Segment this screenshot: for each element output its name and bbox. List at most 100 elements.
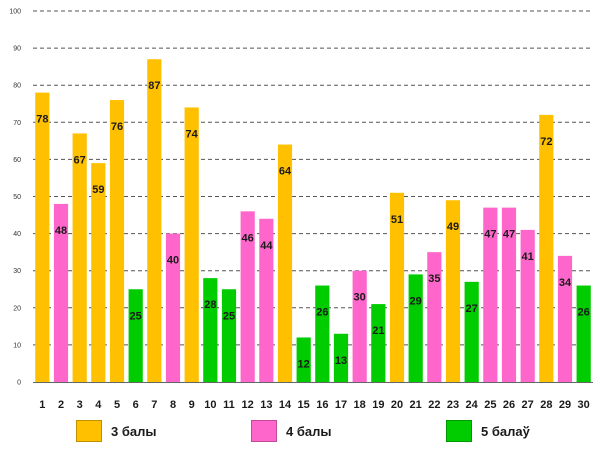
bar [128,289,143,382]
y-tick-label: 40 [13,231,21,238]
data-label: 30 [354,292,366,304]
bar [315,285,330,382]
x-tick-label: 19 [372,399,384,411]
bar [539,114,554,382]
bar [277,144,293,382]
data-label: 25 [223,310,235,322]
bar [427,252,442,382]
data-label: 44 [260,240,273,252]
y-tick-label: 20 [13,305,21,312]
bar [53,203,69,382]
legend-label-3: 3 балы [111,423,157,439]
data-label: 78 [36,114,48,126]
data-label: 47 [503,229,515,241]
x-tick-label: 30 [578,399,590,411]
x-tick-label: 17 [335,399,347,411]
bar [221,289,237,382]
legend-swatch-5 [446,420,472,442]
bar [165,233,181,382]
x-tick-label: 3 [77,399,83,411]
bar [464,281,479,382]
legend-swatch-3 [76,420,102,442]
data-label: 51 [391,214,403,226]
bar [576,285,591,382]
bar [445,200,461,382]
data-label: 40 [167,255,179,267]
bars [35,59,591,383]
x-tick-label: 8 [170,399,176,411]
y-tick-label: 10 [13,342,21,349]
gridlines [33,10,593,346]
data-label: 27 [466,303,478,315]
legend-label-4: 4 балы [286,423,332,439]
x-tick-label: 12 [242,399,254,411]
bar [333,333,349,382]
y-tick-label: 0 [17,380,21,387]
bar [259,218,274,382]
data-label: 28 [204,299,216,311]
bar [109,100,125,382]
x-tick-label: 10 [204,399,216,411]
legend-item-4: 4 балы [251,418,331,444]
y-tick-label: 60 [13,157,21,164]
bar [371,304,386,382]
bar [520,229,535,382]
data-label: 26 [578,307,590,319]
x-tick-label: 23 [447,399,459,411]
data-label: 74 [186,128,199,140]
data-labels: 78 48 67 59 76 25 87 40 74 28 25 46 44 64 12 26 13 30 21 51… [36,80,590,370]
x-tick-label: 15 [298,399,310,411]
x-tick-label: 13 [260,399,272,411]
legend-label-5: 5 балаў [481,423,530,439]
legend-item-5: 5 балаў [446,418,530,444]
x-tick-label: 1 [39,399,45,411]
bar [203,278,218,382]
data-label: 59 [92,184,104,196]
bar [389,192,405,382]
legend-swatch-4 [251,420,277,442]
bar [184,107,199,383]
data-label: 35 [428,273,440,285]
data-label: 29 [410,295,422,307]
bar [408,274,423,382]
x-axis-ticks: 1 2 3 4 5 6 7 8 9 10 11 12 13 14 15 16 17 18 19 20 21 22 23 24 2… [39,399,590,411]
x-tick-label: 14 [279,399,292,411]
bar [557,255,573,382]
y-tick-label: 70 [13,120,21,127]
data-label: 26 [316,307,328,319]
x-tick-label: 28 [540,399,552,411]
x-tick-label: 2 [58,399,64,411]
bar [501,207,517,382]
data-label: 72 [540,136,552,148]
data-label: 25 [130,310,142,322]
data-label: 21 [372,325,384,337]
data-label: 48 [55,225,67,237]
x-tick-label: 29 [559,399,571,411]
bar [91,163,106,382]
data-label: 67 [74,154,86,166]
x-tick-label: 24 [466,399,479,411]
data-label: 41 [522,251,534,263]
x-tick-label: 25 [484,399,496,411]
x-tick-label: 9 [189,399,195,411]
data-label: 47 [484,229,496,241]
data-label: 76 [111,121,123,133]
y-tick-label: 80 [13,83,21,90]
x-tick-label: 26 [503,399,515,411]
data-label: 12 [298,358,310,370]
data-label: 46 [242,232,254,244]
y-tick-label: 90 [13,46,21,53]
bar [352,270,367,382]
bar [240,211,255,382]
x-tick-label: 11 [223,399,235,411]
x-tick-label: 27 [522,399,534,411]
x-tick-label: 20 [391,399,403,411]
legend-item-3: 3 балы [76,418,156,444]
data-label: 49 [447,221,459,233]
x-tick-label: 6 [133,399,139,411]
x-tick-label: 7 [151,399,157,411]
bar [35,92,50,383]
bar [483,207,498,382]
y-axis-ticks: 0 10 20 30 40 50 60 70 80 90 100 [9,9,21,387]
x-tick-label: 18 [354,399,366,411]
